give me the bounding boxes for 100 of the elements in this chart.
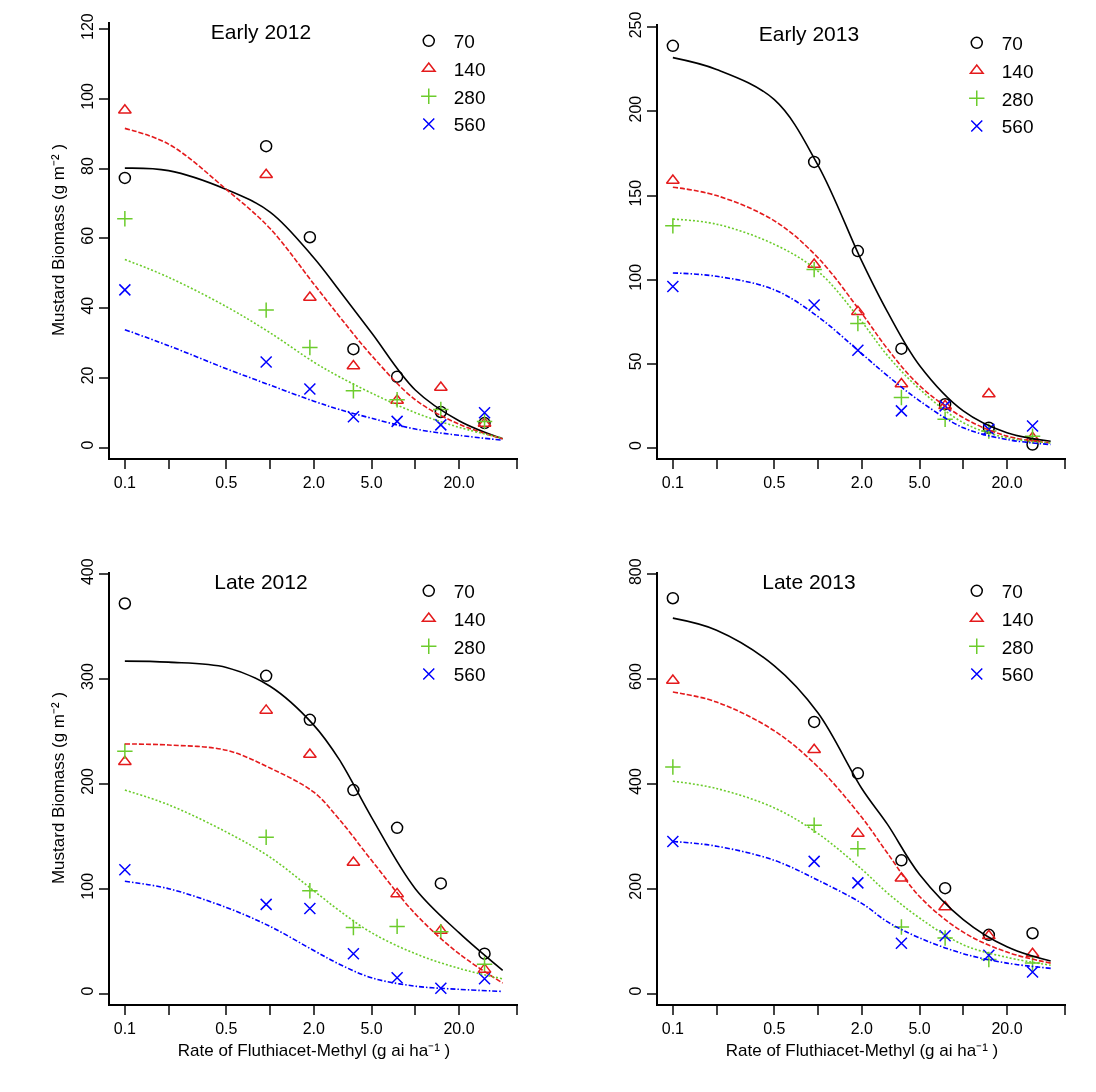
- point: [895, 936, 908, 950]
- point: [259, 139, 273, 153]
- point: [982, 948, 996, 962]
- point: [346, 359, 361, 370]
- y-tick-label: 50: [626, 352, 644, 371]
- point: [301, 338, 319, 356]
- point: [347, 410, 360, 424]
- y-tick-label: 200: [626, 95, 644, 123]
- point: [892, 918, 910, 936]
- point: [301, 882, 319, 900]
- point: [807, 258, 822, 269]
- legend-label: 280: [1001, 88, 1034, 110]
- legend-label: 70: [453, 581, 475, 603]
- x-tick-label: 20.0: [991, 1019, 1023, 1037]
- x-tick-label: 20.0: [443, 1019, 475, 1037]
- point: [894, 377, 909, 388]
- point: [478, 972, 491, 986]
- point: [303, 902, 317, 915]
- point: [1026, 926, 1039, 940]
- x-tick-label: 5.0: [360, 1019, 383, 1037]
- point: [980, 950, 998, 968]
- point: [892, 388, 910, 406]
- point: [434, 982, 448, 995]
- point: [259, 669, 273, 683]
- point: [1024, 427, 1041, 445]
- point: [807, 743, 822, 754]
- x-tick-label: 2.0: [850, 473, 873, 491]
- x-tick-label: 5.0: [908, 1019, 931, 1037]
- x-tick-label: 5.0: [360, 473, 383, 491]
- legend-label: 70: [453, 31, 475, 53]
- legend-label: 560: [1001, 664, 1034, 686]
- point: [1024, 954, 1041, 972]
- legend-label: 140: [453, 608, 486, 630]
- x-tick-label: 0.5: [215, 1019, 238, 1037]
- chart-title: Late 2013: [762, 569, 856, 593]
- point: [390, 887, 405, 898]
- legend-label: 560: [453, 114, 486, 136]
- point: [1026, 965, 1039, 979]
- point: [347, 342, 360, 356]
- point: [390, 415, 404, 428]
- legend-label: 140: [1001, 608, 1034, 630]
- y-tick-label: 100: [626, 263, 644, 291]
- y-tick-label: 200: [78, 767, 96, 795]
- y-tick-label: 100: [78, 82, 96, 110]
- point: [895, 342, 908, 355]
- point: [303, 713, 317, 727]
- point: [807, 715, 821, 729]
- point: [432, 401, 450, 418]
- point: [303, 230, 317, 244]
- legend-label: 70: [1001, 581, 1023, 603]
- point: [303, 382, 317, 396]
- point: [390, 971, 404, 985]
- point: [433, 924, 448, 935]
- legend-label: 280: [453, 86, 486, 108]
- y-tick-label: 0: [626, 440, 644, 450]
- x-tick-label: 0.1: [661, 473, 685, 491]
- x-tick-label: 0.1: [113, 473, 137, 491]
- point: [849, 314, 867, 332]
- legend-label: 140: [453, 58, 486, 80]
- legend-label: 140: [1001, 60, 1034, 82]
- point: [434, 405, 448, 419]
- point: [807, 155, 821, 169]
- point: [805, 261, 823, 279]
- legend-label: 70: [1001, 33, 1023, 55]
- point: [432, 923, 450, 941]
- point: [849, 840, 867, 858]
- x-tick-label: 5.0: [908, 473, 931, 491]
- x-tick-label: 2.0: [302, 1019, 325, 1037]
- point: [259, 355, 273, 369]
- point: [807, 855, 821, 868]
- point: [851, 344, 865, 357]
- y-tick-label: 300: [78, 663, 96, 690]
- legend-label: 280: [1001, 636, 1034, 658]
- x-tick-label: 2.0: [302, 473, 325, 491]
- point: [302, 291, 317, 302]
- point: [344, 919, 362, 936]
- y-tick-label: 120: [78, 13, 96, 40]
- point: [936, 410, 954, 428]
- legend-label: 560: [1001, 116, 1034, 138]
- point: [938, 929, 952, 943]
- y-axis-title: Mustard Biomass (g m⁻² ): [48, 143, 68, 337]
- y-tick-label: 800: [626, 558, 644, 586]
- legend-label: 280: [453, 636, 486, 658]
- y-tick-label: 20: [78, 366, 96, 385]
- point: [1026, 438, 1039, 451]
- point: [259, 168, 274, 179]
- point: [434, 418, 448, 432]
- point: [390, 821, 404, 835]
- x-axis-title: Rate of Fluthiacet-Methyl (g ai ha⁻¹ ): [725, 1040, 999, 1060]
- point: [347, 947, 360, 960]
- point: [807, 298, 821, 312]
- point: [894, 871, 909, 882]
- y-tick-label: 0: [78, 986, 96, 996]
- x-tick-label: 0.5: [763, 473, 786, 491]
- x-tick-label: 20.0: [991, 473, 1023, 491]
- point: [347, 783, 360, 797]
- chart-title: Late 2012: [214, 569, 308, 593]
- point: [1026, 419, 1039, 433]
- chart-title: Early 2013: [758, 21, 860, 45]
- point: [434, 877, 448, 890]
